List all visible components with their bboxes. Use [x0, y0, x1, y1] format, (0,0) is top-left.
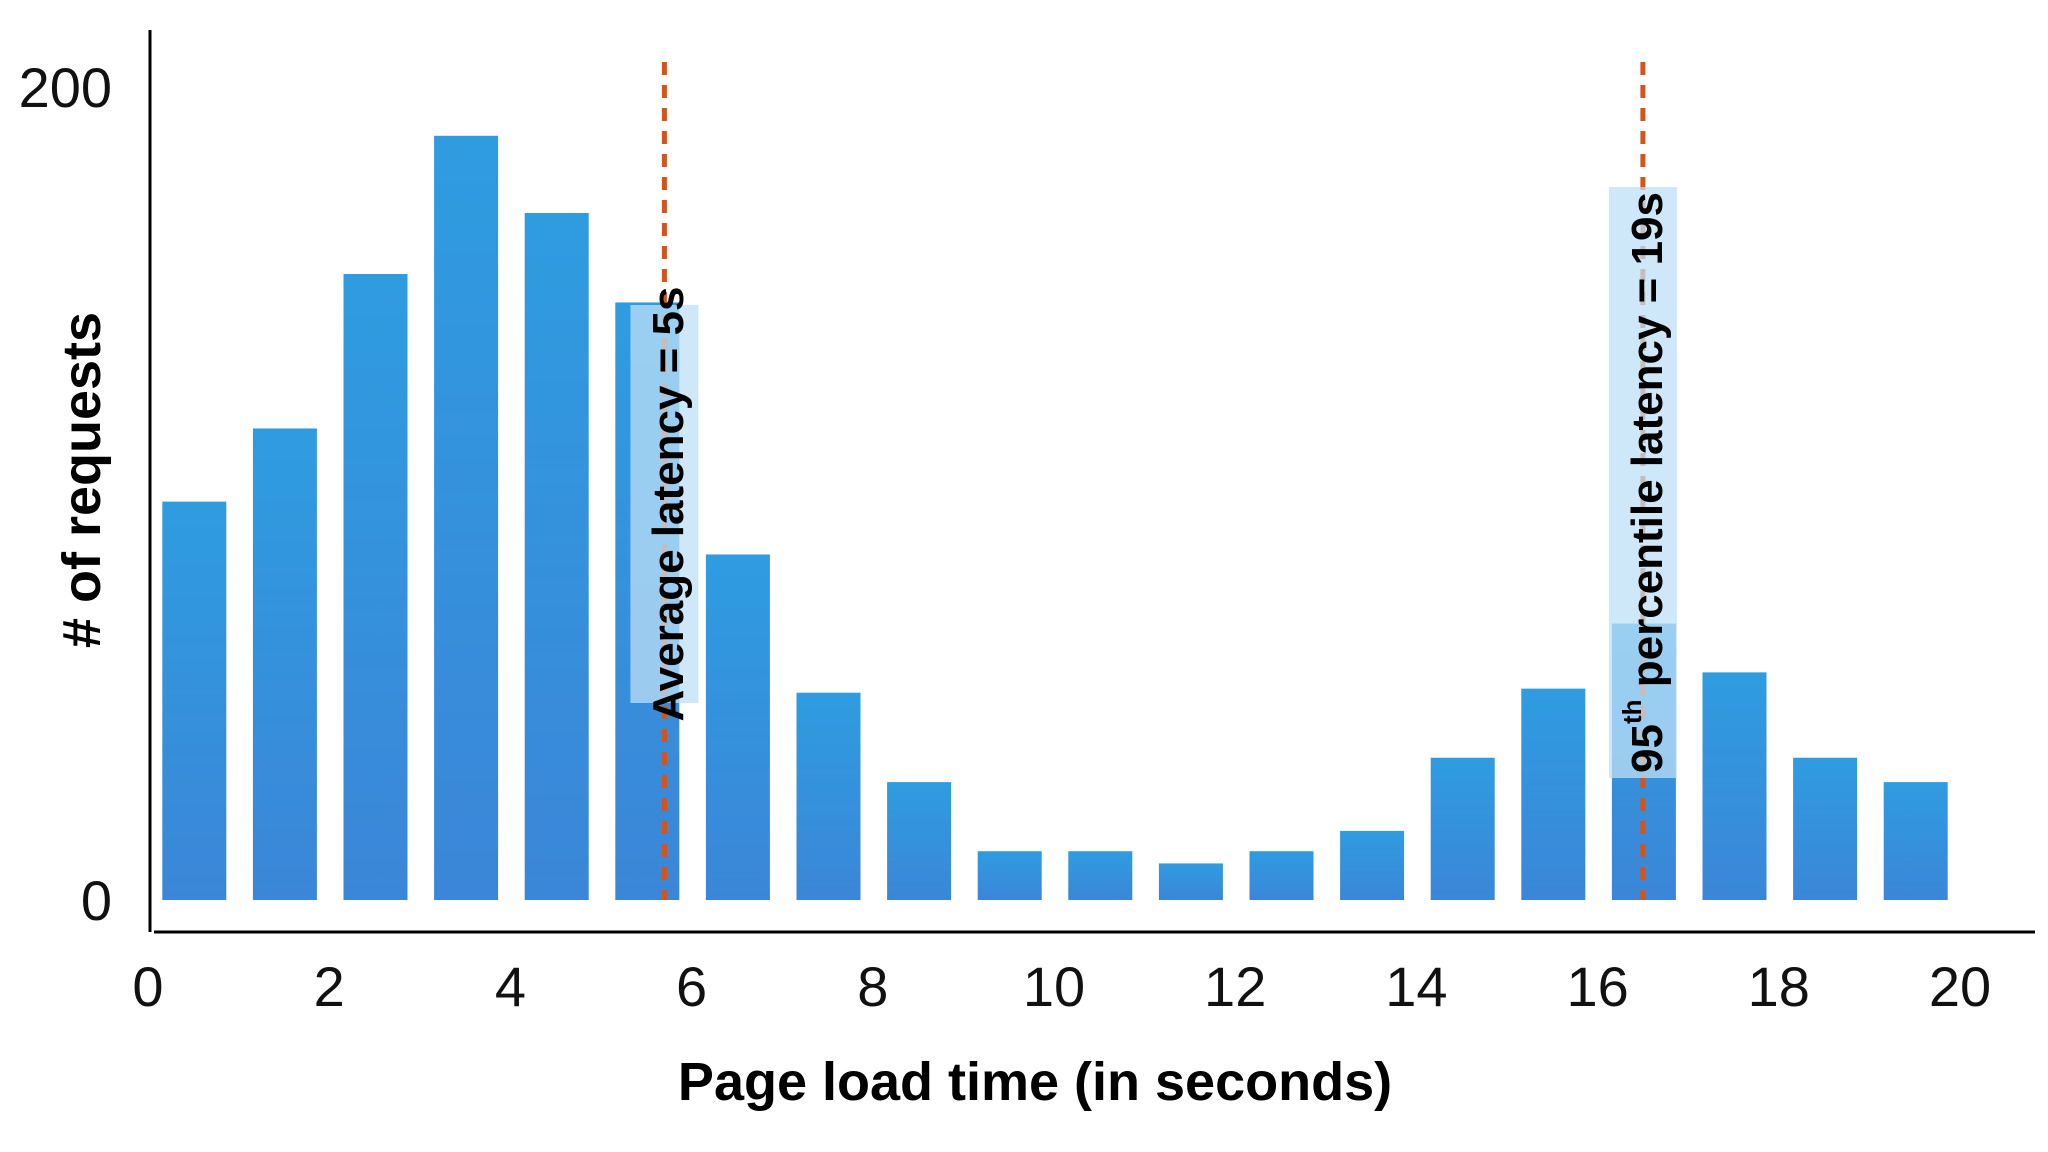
latency-label-highlight — [630, 305, 699, 703]
x-tick-label: 14 — [1385, 955, 1447, 1018]
bar — [977, 851, 1042, 900]
bar — [796, 692, 861, 900]
bar — [887, 782, 952, 900]
x-tick-label: 2 — [314, 955, 345, 1018]
average-latency-label: Average latency = 5s — [644, 287, 693, 722]
x-tick-label: 20 — [1929, 955, 1991, 1018]
x-tick-label: 6 — [676, 955, 707, 1018]
bar — [1158, 863, 1223, 900]
bar — [1793, 757, 1858, 900]
bar — [162, 501, 227, 900]
x-tick-labels: 0 2 4 6 8 10 12 14 16 18 20 — [132, 955, 1991, 1018]
bar — [524, 213, 589, 900]
p95-latency-label: 95th percentile latency = 19s — [1617, 192, 1672, 773]
x-tick-label: 10 — [1023, 955, 1085, 1018]
bar — [434, 135, 499, 900]
bar — [1702, 672, 1767, 900]
bar — [252, 428, 317, 900]
y-tick-labels: 0 200 — [19, 56, 112, 932]
y-tick-label: 200 — [19, 56, 112, 119]
latency-markers: Average latency = 5s 95th percentile late… — [630, 62, 1677, 900]
bar — [1430, 757, 1495, 900]
bar — [1521, 688, 1586, 900]
bar — [1249, 851, 1314, 900]
bars-group — [162, 135, 1948, 900]
bar — [1340, 830, 1405, 900]
bar — [705, 554, 770, 900]
x-axis-title: Page load time (in seconds) — [678, 1052, 1392, 1112]
latency-label-highlight — [1608, 187, 1677, 778]
bar — [1883, 782, 1948, 900]
y-axis-title: # of requests — [52, 312, 112, 648]
bar — [1068, 851, 1133, 900]
x-tick-label: 12 — [1204, 955, 1266, 1018]
y-tick-label: 0 — [81, 869, 112, 932]
x-tick-label: 0 — [132, 955, 163, 1018]
x-tick-label: 16 — [1566, 955, 1628, 1018]
x-tick-label: 4 — [495, 955, 526, 1018]
bar — [343, 273, 408, 900]
x-tick-label: 8 — [857, 955, 888, 1018]
x-tick-label: 18 — [1748, 955, 1810, 1018]
